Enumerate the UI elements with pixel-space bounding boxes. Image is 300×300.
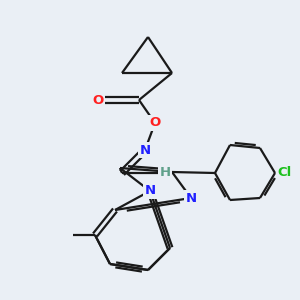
Text: O: O [92,94,104,106]
Text: Cl: Cl [278,167,292,179]
Text: N: N [185,191,197,205]
Text: N: N [144,184,156,197]
Text: O: O [149,116,161,130]
Text: N: N [140,143,151,157]
Text: H: H [159,167,171,179]
